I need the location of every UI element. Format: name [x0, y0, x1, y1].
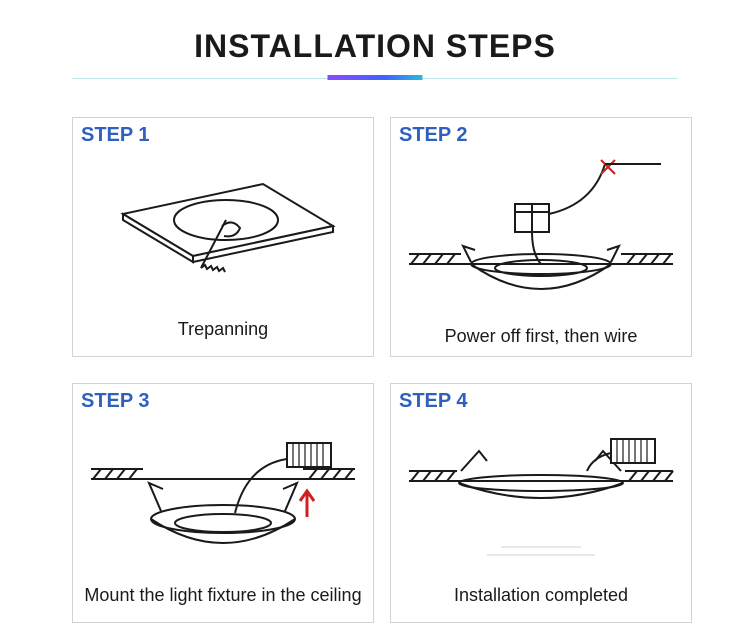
step-card-4: STEP 4: [390, 383, 692, 623]
step-label: STEP 4: [399, 390, 468, 413]
title-underline: [72, 71, 678, 79]
title-underline-bar: [328, 75, 423, 80]
steps-grid: STEP 1 Trepanning: [0, 89, 750, 637]
step-card-2: STEP 2: [390, 117, 692, 357]
step-caption: Trepanning: [73, 309, 373, 356]
step-card-1: STEP 1 Trepanning: [72, 117, 374, 357]
step-caption: Power off first, then wire: [391, 316, 691, 363]
page-title: INSTALLATION STEPS: [0, 28, 750, 65]
step-caption: Mount the light fixture in the ceiling: [73, 575, 373, 622]
step-label: STEP 2: [399, 124, 468, 147]
step-diagram-wiring: [391, 118, 691, 316]
step-caption: Installation completed: [391, 575, 691, 622]
step-card-3: STEP 3: [72, 383, 374, 623]
header: INSTALLATION STEPS: [0, 0, 750, 89]
step-label: STEP 1: [81, 124, 150, 147]
step-label: STEP 3: [81, 390, 150, 413]
